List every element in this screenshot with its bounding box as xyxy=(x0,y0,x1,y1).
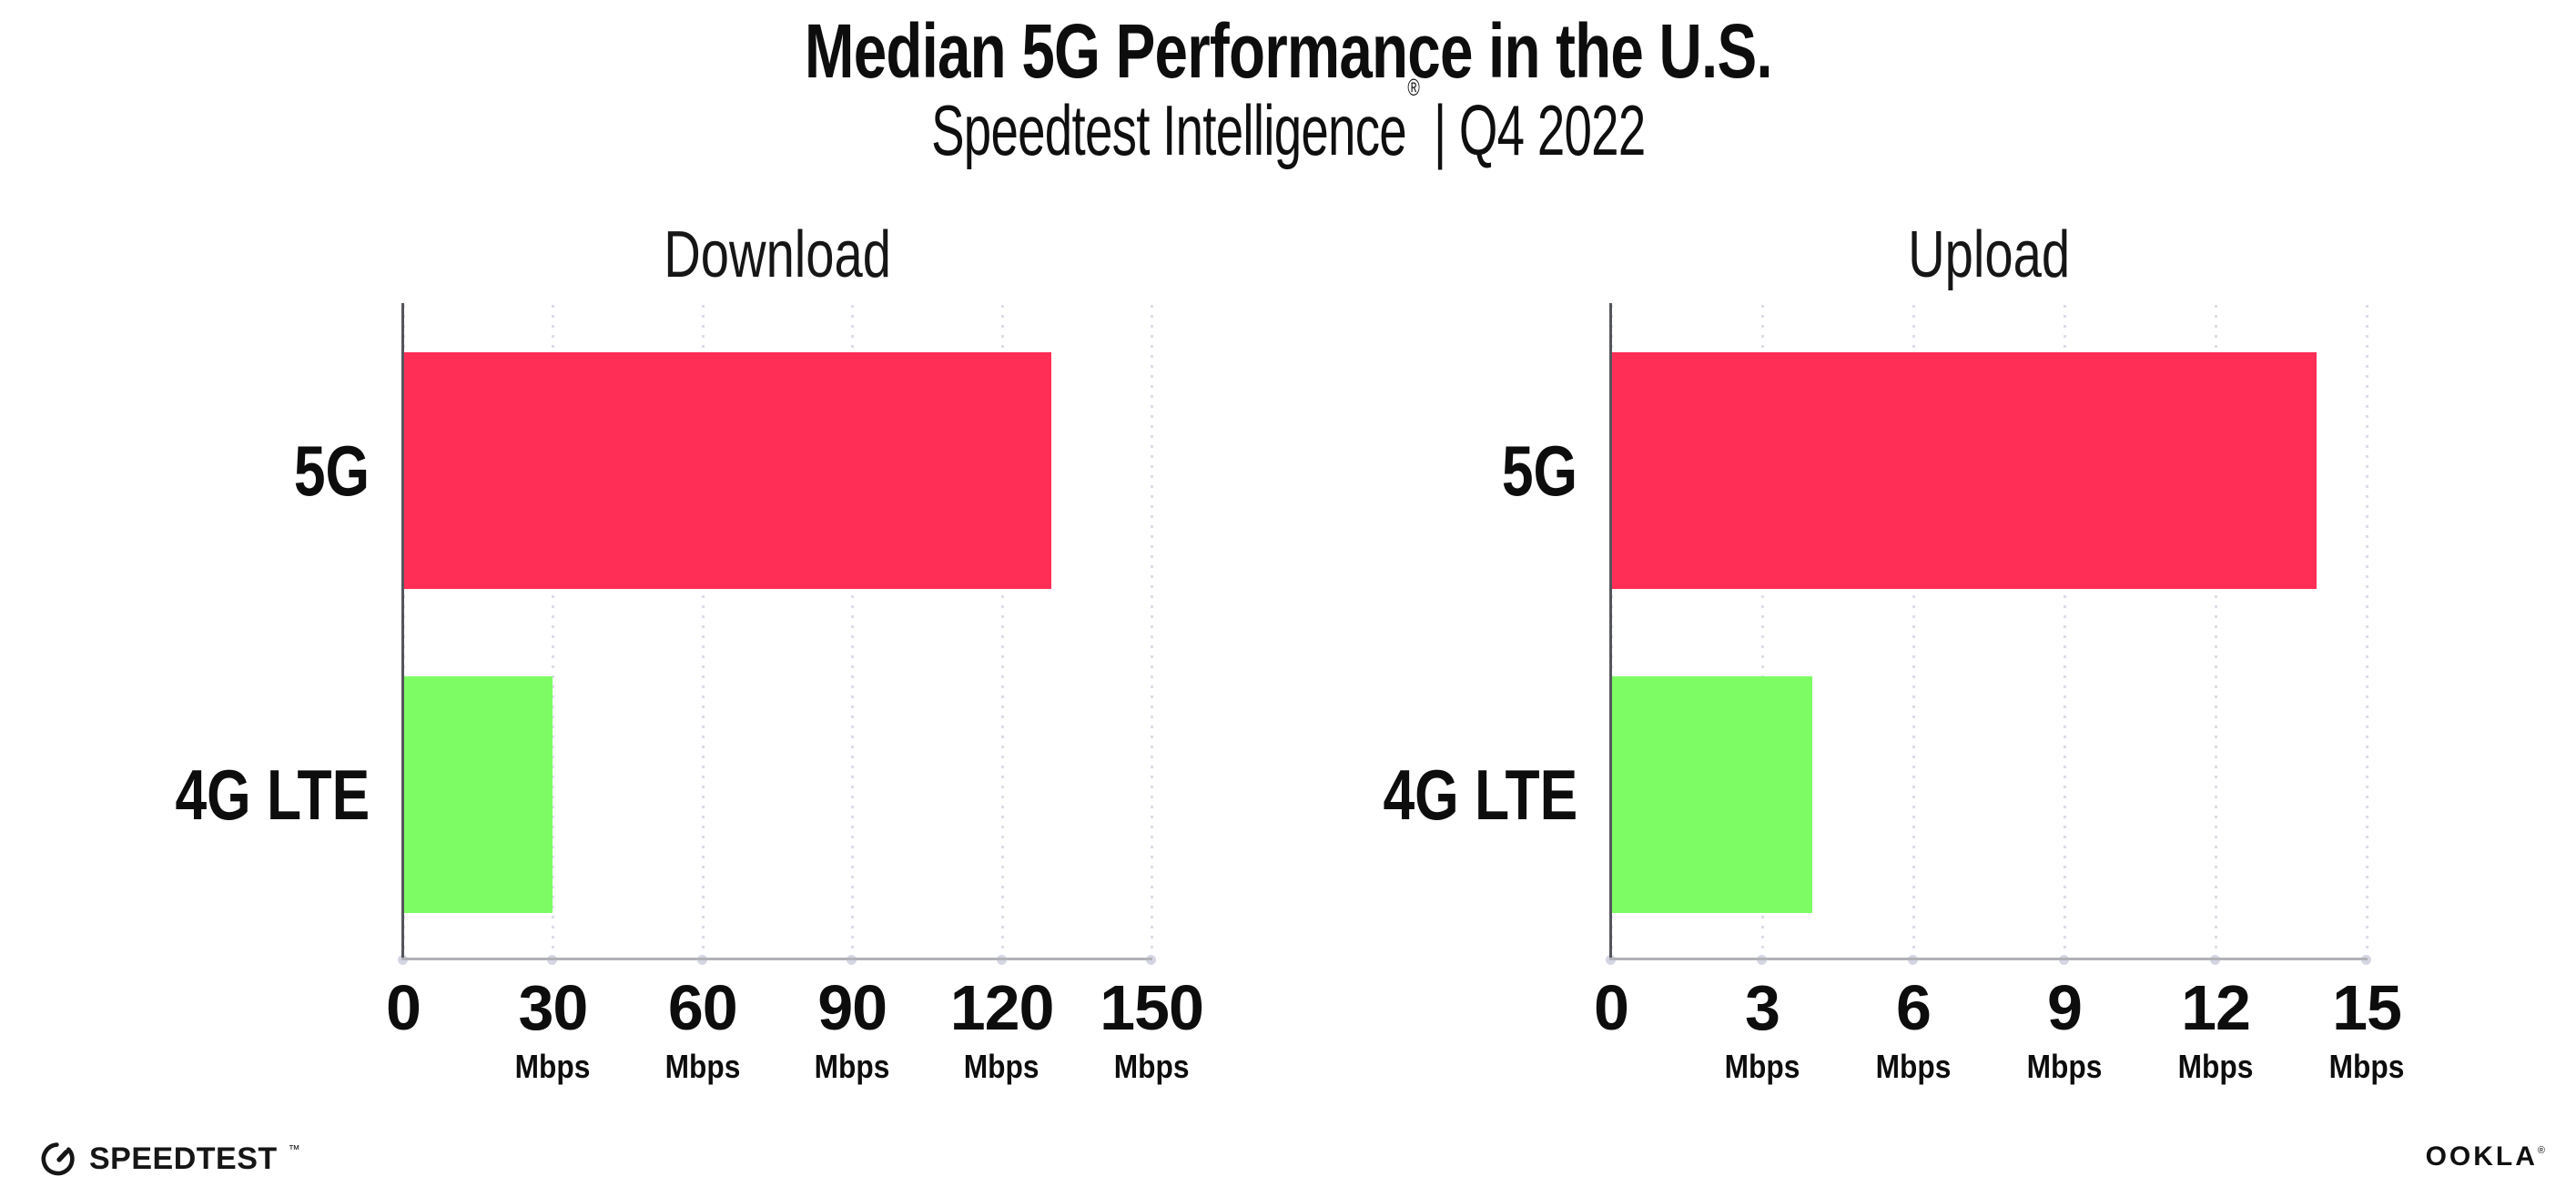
category-label-text: 5G xyxy=(1501,431,1577,511)
plot-download xyxy=(398,303,1156,965)
speedtest-wordmark: SPEEDTEST xyxy=(89,1141,278,1176)
y-axis xyxy=(401,303,404,959)
tick-unit-text: Mbps xyxy=(964,1048,1040,1085)
tick-unit: Mbps xyxy=(1871,1050,1956,1083)
ookla-registered-icon: ® xyxy=(2537,1145,2545,1156)
tick-value: 0 xyxy=(1594,972,1629,1043)
category-label-text: 4G LTE xyxy=(175,755,370,835)
x-tick-label: 60 Mbps xyxy=(660,976,745,1083)
tick-value: 120 xyxy=(949,972,1055,1043)
tick-unit-text: Mbps xyxy=(814,1048,890,1085)
subtitle-period: | Q4 2022 xyxy=(1420,90,1646,170)
speedtest-logo: SPEEDTEST ™ xyxy=(40,1140,300,1178)
trademark-icon: ™ xyxy=(288,1141,300,1156)
category-label-5g: 5G xyxy=(275,435,370,506)
tick-unit: Mbps xyxy=(2022,1050,2107,1083)
subtitle-text: Speedtest Intelligence® | Q4 2022 xyxy=(931,76,1646,166)
gridline xyxy=(2064,305,2066,959)
registered-trademark-icon: ® xyxy=(1407,74,1419,101)
category-label-4g-lte: 4G LTE xyxy=(1334,759,1577,830)
x-tick-label: 90 Mbps xyxy=(809,976,895,1083)
x-tick-label: 6 Mbps xyxy=(1871,976,1956,1083)
tick-unit-text: Mbps xyxy=(2328,1048,2405,1085)
x-tick-label: 9 Mbps xyxy=(2022,976,2107,1083)
gridline xyxy=(552,305,555,959)
category-label-4g-lte: 4G LTE xyxy=(127,759,370,830)
chart-title-upload: Upload xyxy=(1611,222,2367,288)
gridline xyxy=(1151,305,1153,959)
tick-value: 90 xyxy=(817,972,887,1043)
bar-5g xyxy=(403,352,1052,589)
tick-value: 12 xyxy=(2181,972,2251,1043)
ookla-wordmark: OOKLA xyxy=(2425,1141,2538,1172)
bar-4g-lte xyxy=(403,676,553,913)
category-label-text: 4G LTE xyxy=(1383,755,1577,835)
speedtest-gauge-icon xyxy=(41,1142,75,1176)
tick-unit: Mbps xyxy=(2324,1050,2409,1083)
tick-value: 150 xyxy=(1100,972,1204,1043)
tick-value: 15 xyxy=(2332,972,2402,1043)
gridline xyxy=(701,305,705,959)
category-label-5g: 5G xyxy=(1483,435,1577,506)
tick-value: 60 xyxy=(667,972,738,1043)
x-tick-label: 15 Mbps xyxy=(2324,976,2409,1083)
tick-unit-text: Mbps xyxy=(2026,1048,2103,1085)
page-title: Median 5G Performance in the U.S. xyxy=(0,13,2576,89)
chart-title-text: Upload xyxy=(1908,218,2070,291)
tick-unit-text: Mbps xyxy=(515,1048,591,1085)
chart-title-download: Download xyxy=(403,222,1151,288)
gridline xyxy=(2215,305,2217,959)
tick-unit-text: Mbps xyxy=(2177,1048,2254,1085)
tick-unit: Mbps xyxy=(660,1050,745,1083)
tick-unit: Mbps xyxy=(950,1050,1054,1083)
x-tick-label: 150 Mbps xyxy=(1100,972,1204,1083)
tick-unit: Mbps xyxy=(809,1050,895,1083)
category-label-text: 5G xyxy=(293,431,370,511)
gridline xyxy=(2366,305,2368,959)
gridline xyxy=(1761,305,1764,959)
ookla-logo: OOKLA® xyxy=(2426,1143,2545,1171)
tick-value: 6 xyxy=(1896,972,1932,1043)
tick-value: 9 xyxy=(2047,972,2083,1043)
subtitle-brand: Speedtest Intelligence xyxy=(930,90,1407,170)
tick-unit-text: Mbps xyxy=(664,1048,741,1085)
tick-unit-text: Mbps xyxy=(1113,1048,1190,1085)
x-tick-label: 3 Mbps xyxy=(1719,976,1805,1083)
tick-unit: Mbps xyxy=(2173,1050,2258,1083)
x-axis xyxy=(1609,958,2368,960)
tick-unit: Mbps xyxy=(1719,1050,1805,1083)
x-axis xyxy=(401,958,1152,960)
page-title-text: Median 5G Performance in the U.S. xyxy=(804,8,1773,94)
chart-title-text: Download xyxy=(664,218,891,291)
tick-unit: Mbps xyxy=(510,1050,595,1083)
x-tick-label: 0 xyxy=(386,976,421,1040)
gridline xyxy=(1912,305,1915,959)
gridline xyxy=(851,305,855,959)
gridline xyxy=(1000,305,1004,959)
tick-unit-text: Mbps xyxy=(1724,1048,1800,1085)
x-tick-label: 12 Mbps xyxy=(2173,976,2258,1083)
x-tick-label: 0 xyxy=(1594,972,1629,1043)
bar-4g-lte xyxy=(1611,676,1813,913)
tick-unit: Mbps xyxy=(1100,1050,1203,1083)
tick-value: 3 xyxy=(1745,972,1780,1043)
tick-value: 30 xyxy=(518,972,588,1043)
bar-5g xyxy=(1611,352,2317,589)
x-tick-label: 120 Mbps xyxy=(949,972,1055,1083)
tick-value: 0 xyxy=(386,972,421,1043)
tick-unit-text: Mbps xyxy=(1875,1048,1952,1085)
y-axis xyxy=(1609,303,1612,959)
x-tick-label: 30 Mbps xyxy=(510,976,595,1083)
plot-upload xyxy=(1606,303,2371,965)
subtitle: Speedtest Intelligence® | Q4 2022 xyxy=(0,76,2576,166)
